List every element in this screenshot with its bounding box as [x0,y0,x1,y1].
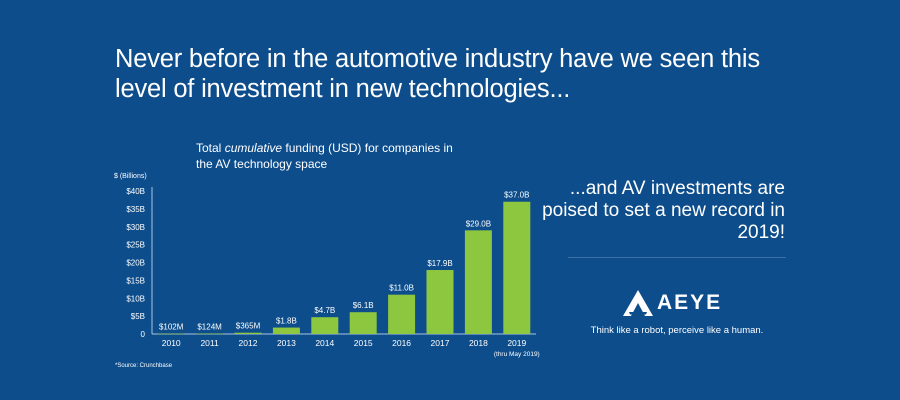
data-label: $11.0B [389,284,414,293]
data-label: $365M [236,322,261,331]
x-tick-label: 2012 [239,338,258,348]
data-label: $17.9B [427,259,452,268]
y-tick-label: $15B [126,276,145,285]
x-tick-label: 2015 [354,338,373,348]
y-tick-label: $25B [126,241,145,250]
x-tick-label: 2013 [277,338,296,348]
bar [234,332,262,334]
y-tick-label: $20B [126,259,145,268]
chart-title-post: funding (USD) for companies in the AV te… [196,141,453,171]
x-tick-note: (thru May 2019) [494,351,540,358]
y-axis-label: $ (Billions) [114,173,147,180]
y-tick-label: $35B [126,205,145,214]
x-tick-label: 2018 [469,338,488,348]
bar [426,270,454,334]
chart-title-emphasis: cumulative [224,141,283,155]
bar [272,327,300,334]
source-note: *Source: Crunchbase [115,363,173,369]
x-tick-label: 2019 [507,338,526,348]
brand-slogan: Think like a robot, perceive like a huma… [590,325,764,336]
x-tick-label: 2014 [315,338,334,348]
data-label: $124M [197,323,222,332]
aeye-logo: AEYE [622,287,732,319]
data-label: $4.7B [314,306,335,315]
bar [157,333,185,335]
logo-wordmark: AEYE [657,291,723,314]
tagline: ...and AV investments are poised to set … [542,178,785,243]
x-tick-label: 2010 [162,338,181,348]
bar [388,294,416,334]
bar [311,317,339,334]
data-label: $29.0B [466,219,491,228]
x-tick-label: 2016 [392,338,411,348]
y-tick-label: $5B [131,312,145,321]
chart-title-pre: Total [196,141,225,155]
headline: Never before in the automotive industry … [115,45,760,103]
y-tick-label: $40B [126,187,145,196]
y-tick-label: 0 [141,330,146,339]
bar [196,333,224,335]
x-tick-label: 2017 [431,338,450,348]
x-tick-label: 2011 [200,338,219,348]
divider [568,257,786,258]
y-tick-label: $30B [126,223,145,232]
triangle-logo-icon [623,290,653,316]
data-label: $6.1B [353,301,374,310]
data-label: $102M [159,323,184,332]
data-label: $1.8B [276,317,297,326]
bar [349,312,377,334]
bar [464,230,492,334]
y-tick-label: $10B [126,294,145,303]
chart-title: Total cumulative funding (USD) for compa… [196,140,456,172]
bar [503,201,531,334]
data-label: $37.0B [504,191,529,200]
